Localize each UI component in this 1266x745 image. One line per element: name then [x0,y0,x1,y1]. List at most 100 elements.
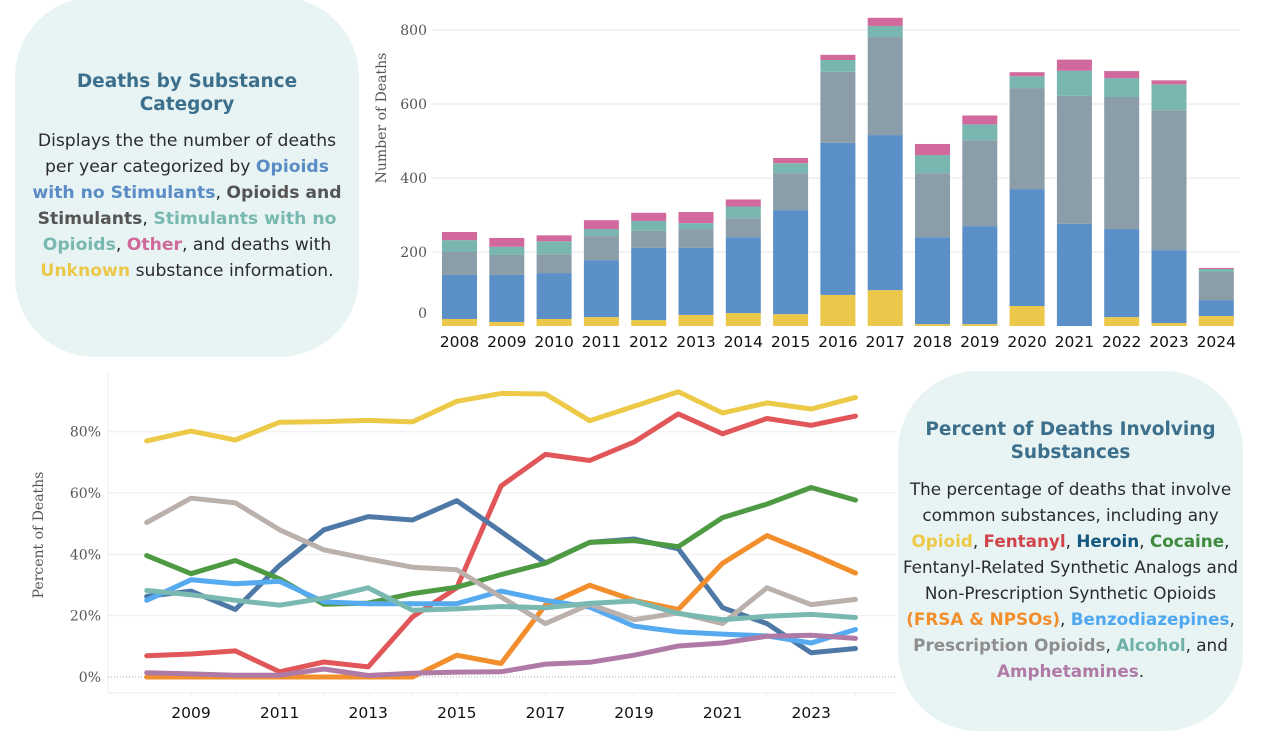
bar-segment-opioids-and-stimulants [583,236,619,261]
bar-segment-unknown [1104,317,1140,326]
x-tick-label: 2020 [1007,333,1046,351]
bar-segment-other [1009,72,1045,77]
bar-segment-opioids-with-no-stimulants [1198,300,1234,317]
highlighted-term: Opioids with no Stimulants [32,157,329,203]
bar-segment-opioids-with-no-stimulants [962,226,998,325]
bar-segment-other [915,143,950,156]
y-tick-label: 200 [400,245,427,261]
bar-segment-unknown [773,314,809,326]
y-tick-label: 40% [70,547,101,563]
description-text: , [1105,635,1117,655]
bar-segment-other [773,158,809,164]
description-text: , and deaths with [181,235,332,255]
x-tick-label: 2012 [629,333,668,351]
description-text: , and [1185,635,1228,655]
x-tick-label: 2023 [791,704,830,722]
x-tick-label: 2011 [260,704,299,722]
bar-segment-opioids-with-no-stimulants [867,135,903,291]
x-tick-label: 2022 [1102,333,1141,351]
description-text: , [215,183,227,203]
description-text: The percentage of deaths that involve co… [909,479,1232,525]
bar-segment-opioids-with-no-stimulants [1151,250,1187,324]
x-tick-label: 2024 [1197,333,1236,351]
x-tick-label: 2021 [1055,333,1094,351]
y-tick-label: 60% [70,486,101,502]
percent-involving-substances-info-panel: Percent of Deaths Involving Substances T… [898,371,1243,731]
bar-segment-other [1056,59,1092,71]
highlighted-term: Amphetamines [996,661,1139,681]
bar-segment-opioids-with-no-stimulants [678,247,714,315]
bar-segment-other [820,54,856,60]
y-tick-label: 0% [79,670,101,686]
bar-segment-opioids-with-no-stimulants [725,237,761,314]
x-tick-label: 2009 [487,333,526,351]
bar-segment-unknown [536,318,572,326]
line-series-benzodiazepines [144,577,858,646]
bar-segment-opioids-with-no-stimulants [820,142,856,295]
x-tick-label: 2018 [913,333,952,351]
bar-segment-stimulants-with-no-opioids [631,220,667,231]
bar-segment-stimulants-with-no-opioids [962,124,998,141]
deaths-by-category-info-panel: Deaths by Substance Category Displays th… [15,0,359,357]
line-series-prescription-opioids [144,495,858,627]
description-text: , [1060,609,1071,629]
y-tick-label: 800 [400,23,427,39]
description-text: , [115,235,127,255]
bar-segment-opioids-and-stimulants [631,230,667,248]
bar-segment-opioids-with-no-stimulants [1104,229,1140,318]
x-tick-label: 2017 [526,704,565,722]
bar-segment-opioids-with-no-stimulants [1056,223,1092,326]
bar-segment-opioids-and-stimulants [1009,88,1045,190]
description-text: substance information. [130,261,334,281]
bar-segment-other [678,212,714,224]
bar-segment-unknown [867,290,903,326]
x-tick-label: 2016 [818,333,857,351]
bar-segment-stimulants-with-no-opioids [536,241,572,255]
highlighted-term: (FRSA & NPSOs) [906,609,1061,629]
bar-segment-opioids-and-stimulants [773,173,809,211]
x-tick-label: 2015 [437,704,476,722]
bar-segment-opioids-and-stimulants [962,140,998,227]
y-axis-title: Number of Deaths [374,53,390,184]
bar-segment-stimulants-with-no-opioids [1198,269,1234,272]
description-text: , Fentanyl-Related Synthetic Analogs and… [902,531,1239,603]
highlighted-term: Heroin [1076,531,1140,551]
bar-segment-stimulants-with-no-opioids [773,163,809,174]
description-text: , [1139,531,1150,551]
x-tick-label: 2019 [960,333,999,351]
bar-segment-opioids-and-stimulants [1104,96,1140,230]
bar-segment-unknown [1009,306,1045,326]
highlighted-term: Benzodiazepines [1070,609,1230,629]
bar-segment-stimulants-with-no-opioids [1056,70,1092,96]
bar-segment-opioids-and-stimulants [442,252,477,275]
stacked-bar-chart: 0 200 400 600 800 Number of Deaths 2008 2009 2… [374,17,1240,351]
panel-description: The percentage of deaths that involve co… [902,476,1239,684]
bar-segment-opioids-with-no-stimulants [583,260,619,318]
bar-segment-unknown [820,294,856,326]
bar-segment-opioids-and-stimulants [915,173,950,238]
bar-segment-opioids-and-stimulants [867,37,903,136]
panel-title: Deaths by Substance Category [76,71,298,115]
x-tick-label: 2011 [582,333,621,351]
bar-segment-opioids-with-no-stimulants [631,247,667,321]
bar-segment-unknown [678,314,714,326]
bar-segment-stimulants-with-no-opioids [1104,78,1140,97]
line-series-cocaine [144,485,858,607]
bar-segment-other [1198,267,1234,270]
y-axis-title: Percent of Deaths [31,472,47,599]
bar-segment-stimulants-with-no-opioids [1151,84,1187,111]
bar-segment-other [867,17,903,26]
x-tick-label: 2017 [865,333,904,351]
bar-segment-opioids-and-stimulants [820,71,856,143]
description-text: Displays the the number of deaths per ye… [37,131,337,177]
bar-segment-unknown [962,324,998,326]
bar-segment-opioids-and-stimulants [489,254,525,275]
bar-segment-unknown [1151,323,1187,326]
bar-segment-stimulants-with-no-opioids [583,229,619,237]
x-tick-label: 2021 [703,704,742,722]
line-series-fentanyl [144,411,858,675]
highlighted-term: Opioid [911,531,973,551]
bar-segment-unknown [631,320,667,326]
line-series-alcohol [144,585,858,623]
bar-segment-stimulants-with-no-opioids [915,155,950,174]
